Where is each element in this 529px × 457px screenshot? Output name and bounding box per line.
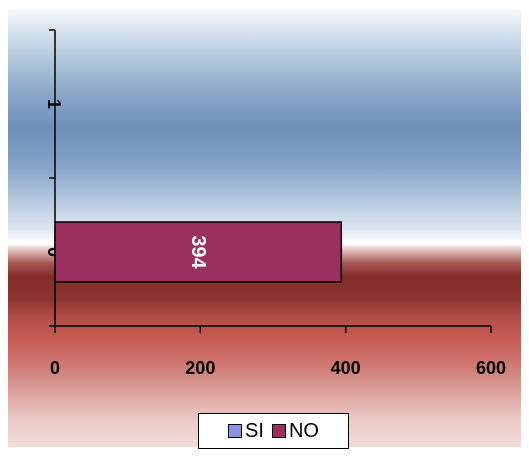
bar-no-0 [54,221,343,283]
x-tick-label-600: 600 [476,358,506,378]
chart-marks: 0 200 400 600 0 1 394 [44,29,506,378]
legend-swatch-si [228,424,243,438]
x-tick-label-400: 400 [331,358,361,378]
legend-entry-si: SI [228,420,264,443]
y-category-label-0: 0 [44,247,64,257]
legend: SI NO [198,413,349,449]
legend-label-si: SI [245,419,264,442]
legend-label-no: NO [288,419,319,442]
legend-swatch-no [271,424,286,438]
x-tick-label-0: 0 [50,358,60,378]
data-label-no-0: 394 [187,235,209,269]
legend-entry-no: NO [271,419,319,443]
y-category-label-1: 1 [44,99,64,109]
x-tick-label-200: 200 [185,358,215,378]
